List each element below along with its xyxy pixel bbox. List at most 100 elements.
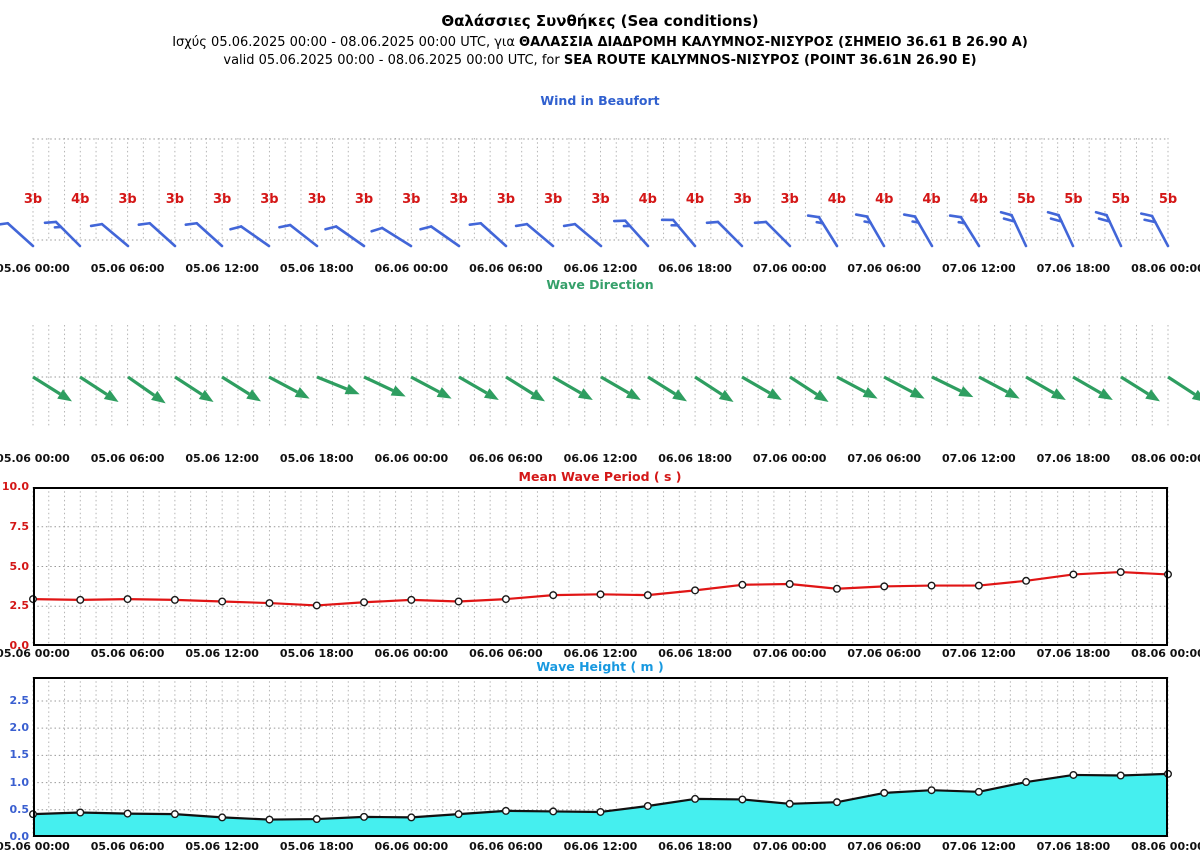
barb-stroke (184, 221, 199, 226)
time-tick-label: 07.06 06:00 (847, 647, 922, 660)
arrow-shaft (32, 375, 61, 396)
barb-stroke (999, 210, 1014, 217)
barb-stroke (1143, 218, 1157, 224)
time-tick-label: 07.06 00:00 (752, 840, 827, 851)
barb-stroke (195, 221, 224, 248)
wind-speed-label: 3b (307, 192, 326, 207)
wind-barb-icon (660, 218, 697, 248)
wave-direction-arrow-icon (836, 375, 878, 399)
wind-barb-icon (806, 214, 839, 248)
data-point-marker (360, 812, 369, 821)
time-tick-label: 06.06 12:00 (563, 262, 638, 275)
wind-barb-icon (229, 225, 271, 248)
wind-barb-icon (855, 213, 886, 248)
wind-speed-label: 5b (1111, 192, 1130, 207)
validity-english-prefix: valid 05.06.2025 00:00 - 08.06.2025 00:0… (223, 53, 564, 68)
y-tick-label: 2.0 (9, 721, 30, 735)
barb-stroke (562, 222, 576, 228)
wind-barb-shape (370, 226, 413, 248)
wind-barb-shape (1139, 212, 1170, 248)
wind-barb-shape (902, 213, 933, 248)
barb-stroke (753, 220, 767, 225)
wave-direction-arrow-icon (978, 375, 1020, 399)
wave-direction-panel-title: Wave Direction (546, 277, 654, 292)
barb-stroke (334, 225, 366, 248)
time-tick-label: 07.06 00:00 (752, 647, 827, 660)
wind-speed-label: 3b (591, 192, 610, 207)
arrow-shaft (363, 375, 394, 392)
wind-speed-label: 4b (922, 192, 941, 207)
barb-stroke (525, 222, 555, 248)
wind-barb-icon (706, 220, 744, 248)
barb-stroke (54, 220, 82, 248)
wind-speed-label: 3b (402, 192, 421, 207)
wave-direction-arrow-icon (741, 375, 783, 400)
arrow-head (625, 388, 641, 400)
time-axis-wave-period: 05.06 00:00 05.06 06:00 05.06 12:00 05.06 1… (0, 647, 1200, 661)
wind-panel: 3b 4b 3b 3b 3b 3b 3b 3b 3b 3b 3b 3b 3b 4b 4b 3b 3b 4b 4b 4b… (0, 138, 1177, 248)
wind-speed-label: 3b (496, 192, 516, 207)
time-tick-label: 06.06 06:00 (469, 262, 543, 275)
wind-speed-label: 4b (875, 192, 894, 207)
wind-barb-icon (753, 220, 791, 248)
wind-speed-label: 3b (780, 192, 799, 207)
wave-direction-arrow-icon (930, 375, 973, 398)
arrow-shaft (221, 375, 251, 396)
data-point-marker (738, 795, 747, 804)
barb-stroke (902, 213, 916, 218)
time-tick-label: 06.06 00:00 (374, 262, 449, 275)
arrow-head (1004, 387, 1020, 399)
wind-speed-label: 3b (449, 192, 468, 207)
time-tick-label: 05.06 00:00 (0, 262, 70, 275)
wind-barb-shape (468, 221, 508, 248)
barb-stroke (948, 214, 963, 219)
time-tick-label: 06.06 18:00 (658, 647, 732, 660)
arrow-shaft (316, 375, 348, 391)
arrow-shaft (79, 375, 108, 396)
time-tick-label: 07.06 18:00 (1036, 452, 1111, 465)
arrow-head (1051, 388, 1066, 400)
barb-stroke (1105, 213, 1123, 248)
data-point-marker (123, 595, 132, 604)
barb-stroke (53, 225, 63, 229)
data-point-marker (123, 809, 132, 818)
wave-direction-arrow-icon (316, 375, 360, 395)
barb-stroke (1097, 217, 1111, 223)
period-line-series (32, 570, 1169, 607)
time-tick-label: 05.06 00:00 (0, 840, 70, 851)
wave-direction-arrow-icon (1072, 375, 1114, 400)
time-tick-label: 06.06 18:00 (658, 840, 732, 851)
time-tick-label: 05.06 00:00 (0, 452, 70, 465)
barb-stroke (806, 214, 821, 219)
barb-stroke (370, 226, 384, 233)
wave-direction-arrow-icon (788, 375, 829, 403)
arrow-shaft (174, 375, 203, 396)
time-tick-label: 07.06 00:00 (752, 452, 827, 465)
wind-speed-label: 4b (638, 192, 657, 207)
data-point-marker (1116, 568, 1125, 577)
wind-speed-label: 3b (260, 192, 279, 207)
arrow-shaft (126, 375, 155, 397)
arrow-head (437, 387, 452, 399)
barb-stroke (418, 225, 433, 231)
data-point-marker (265, 599, 274, 608)
time-tick-label: 06.06 12:00 (563, 840, 638, 851)
barb-stroke (910, 220, 920, 224)
arrow-shaft (836, 375, 866, 394)
wave-height-panel-title: Wave Height ( m ) (536, 659, 664, 674)
wave-period-panel-title: Mean Wave Period ( s ) (518, 469, 682, 484)
barb-stroke (6, 221, 35, 248)
data-point-marker (549, 591, 558, 600)
barb-stroke (1002, 217, 1017, 223)
wind-speed-label: 3b (212, 192, 232, 207)
barb-stroke (381, 226, 413, 248)
wind-barb-icon (418, 225, 460, 248)
data-point-marker (170, 595, 179, 604)
time-tick-label: 07.06 06:00 (847, 840, 922, 851)
time-tick-label: 07.06 00:00 (752, 262, 827, 275)
barb-stroke (855, 213, 869, 218)
arrow-head (344, 383, 360, 395)
wind-barb-icon (43, 220, 82, 248)
barb-stroke (764, 220, 791, 248)
wind-barb-icon (902, 213, 933, 248)
